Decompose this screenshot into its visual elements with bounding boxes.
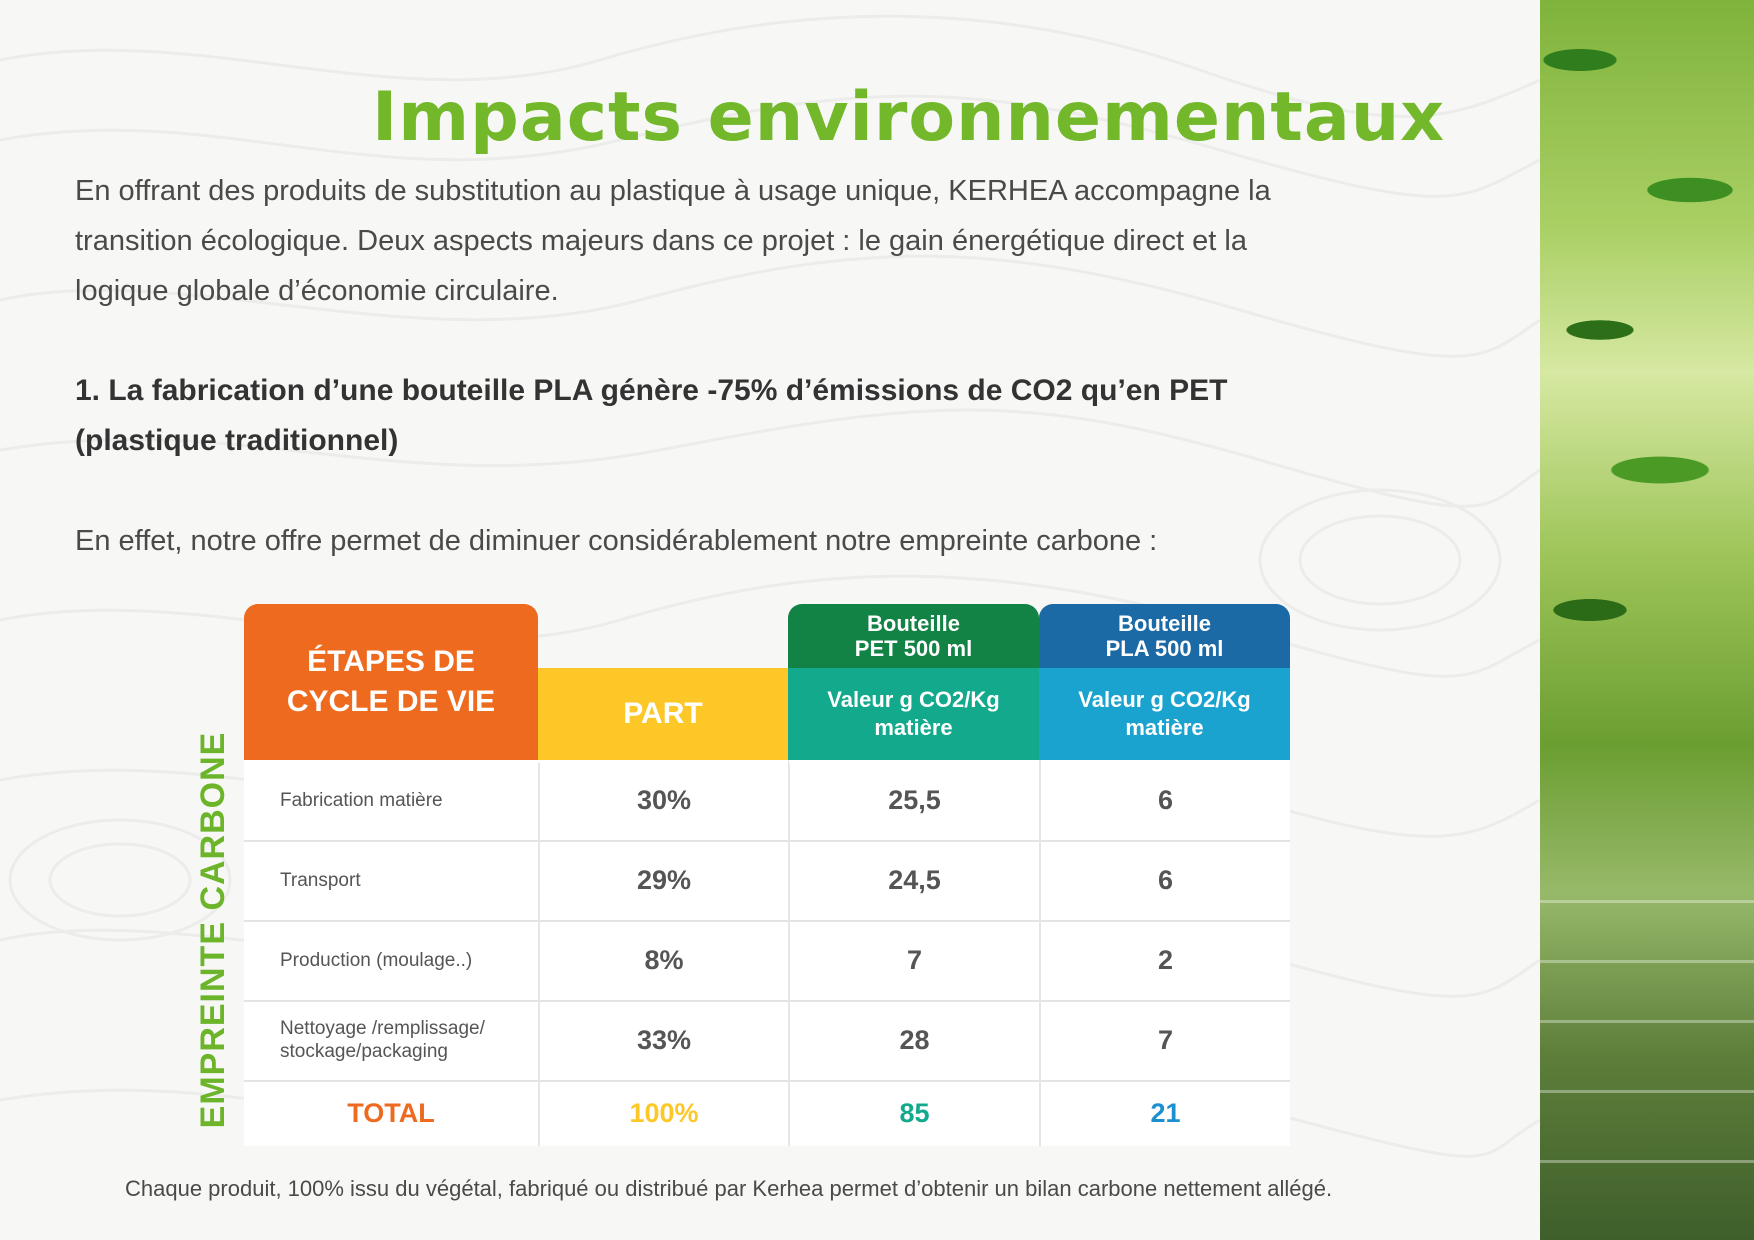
- header-etapes-label: ÉTAPES DE CYCLE DE VIE: [286, 645, 496, 718]
- row-pet: 28: [788, 1000, 1039, 1080]
- total-label: TOTAL: [347, 1097, 435, 1128]
- bamboo-water-photo: [1540, 0, 1754, 1240]
- row-pet: 7: [788, 920, 1039, 1000]
- table-intro: En effet, notre offre permet de diminuer…: [75, 525, 1158, 557]
- header-pet-sub-label: Valeur g CO2/Kg matière: [827, 687, 1000, 740]
- row-pet: 25,5: [788, 760, 1039, 840]
- header-pet-sub: Valeur g CO2/Kg matière: [788, 668, 1039, 760]
- header-pla-sub: Valeur g CO2/Kg matière: [1039, 668, 1290, 760]
- row-label: Production (moulage..): [280, 949, 473, 971]
- table-row: Production (moulage..) 8% 7 2: [244, 920, 1290, 1002]
- row-label: Nettoyage /remplissage/ stockage/packagi…: [244, 1000, 538, 1080]
- row-pla: 7: [1039, 1000, 1290, 1080]
- row-part: 33%: [538, 1000, 788, 1080]
- footer-note: Chaque produit, 100% issu du végétal, fa…: [125, 1176, 1333, 1201]
- table-body: Fabrication matière 30% 25,5 6 Transport…: [244, 760, 1290, 1146]
- table-row: Nettoyage /remplissage/ stockage/packagi…: [244, 1000, 1290, 1082]
- row-pla: 2: [1039, 920, 1290, 1000]
- header-pla-title: Bouteille PLA 500 ml: [1039, 604, 1290, 668]
- row-part: 30%: [538, 760, 788, 840]
- row-pla: 6: [1039, 760, 1290, 840]
- total-row: TOTAL 100% 85 21: [244, 1080, 1290, 1146]
- header-pet-title-label: Bouteille PET 500 ml: [854, 611, 973, 661]
- header-divider: [244, 760, 1290, 763]
- table-row: Fabrication matière 30% 25,5 6: [244, 760, 1290, 842]
- intro-paragraph: En offrant des produits de substitution …: [75, 175, 1271, 307]
- page-title: Impacts environnementaux: [372, 78, 1446, 157]
- carbon-footprint-table: ÉTAPES DE CYCLE DE VIE PART Bouteille PE…: [244, 604, 1290, 1146]
- row-part: 8%: [538, 920, 788, 1000]
- header-part: PART: [538, 668, 788, 760]
- total-pet: 85: [788, 1080, 1039, 1146]
- total-pla: 21: [1039, 1080, 1290, 1146]
- row-pet: 24,5: [788, 840, 1039, 920]
- side-label-empreinte-carbone: EMPREINTE CARBONE: [194, 731, 232, 1129]
- row-part: 29%: [538, 840, 788, 920]
- row-label: Fabrication matière: [280, 789, 443, 811]
- header-pet-title: Bouteille PET 500 ml: [788, 604, 1039, 668]
- table-row: Transport 29% 24,5 6: [244, 840, 1290, 922]
- point-1-heading: 1. La fabrication d’une bouteille PLA gé…: [75, 374, 1228, 457]
- row-label: Transport: [280, 869, 361, 891]
- header-pla-sub-label: Valeur g CO2/Kg matière: [1078, 687, 1251, 740]
- row-label-text: Nettoyage /remplissage/ stockage/packagi…: [280, 1018, 485, 1062]
- header-pla-title-label: Bouteille PLA 500 ml: [1105, 611, 1224, 661]
- header-etapes: ÉTAPES DE CYCLE DE VIE: [244, 604, 538, 760]
- total-part: 100%: [538, 1080, 788, 1146]
- row-pla: 6: [1039, 840, 1290, 920]
